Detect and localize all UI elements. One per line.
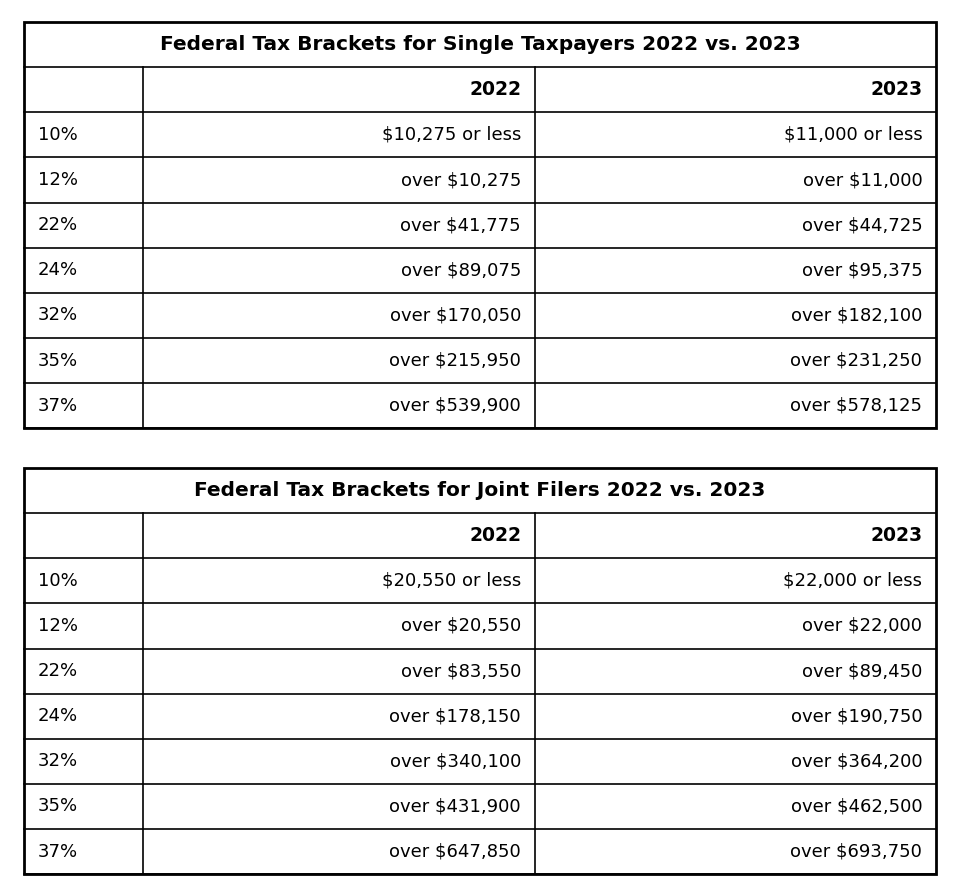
Text: $20,550 or less: $20,550 or less	[382, 572, 521, 590]
Text: $10,275 or less: $10,275 or less	[382, 126, 521, 144]
Text: over $41,775: over $41,775	[400, 216, 521, 234]
Text: 12%: 12%	[37, 617, 78, 635]
Text: 2023: 2023	[870, 526, 923, 545]
Text: over $22,000: over $22,000	[803, 617, 923, 635]
Text: over $647,850: over $647,850	[390, 842, 521, 861]
Text: over $20,550: over $20,550	[400, 617, 521, 635]
Text: 32%: 32%	[37, 306, 78, 324]
Text: over $190,750: over $190,750	[791, 707, 923, 725]
Text: over $431,900: over $431,900	[390, 797, 521, 816]
Text: over $95,375: over $95,375	[802, 261, 923, 279]
Text: over $364,200: over $364,200	[791, 752, 923, 770]
Text: 12%: 12%	[37, 171, 78, 189]
Text: 35%: 35%	[37, 351, 78, 370]
Text: Federal Tax Brackets for Single Taxpayers 2022 vs. 2023: Federal Tax Brackets for Single Taxpayer…	[159, 35, 801, 54]
Text: 2022: 2022	[469, 526, 521, 545]
Text: over $10,275: over $10,275	[400, 171, 521, 189]
Text: over $693,750: over $693,750	[790, 842, 923, 861]
Text: $11,000 or less: $11,000 or less	[783, 126, 923, 144]
Text: over $215,950: over $215,950	[389, 351, 521, 370]
Text: over $83,550: over $83,550	[400, 662, 521, 680]
Text: over $578,125: over $578,125	[790, 396, 923, 415]
Text: 37%: 37%	[37, 842, 78, 861]
Text: over $178,150: over $178,150	[390, 707, 521, 725]
Text: 32%: 32%	[37, 752, 78, 770]
Text: over $89,450: over $89,450	[802, 662, 923, 680]
Text: over $340,100: over $340,100	[390, 752, 521, 770]
Text: 10%: 10%	[37, 126, 78, 144]
Text: 24%: 24%	[37, 261, 78, 279]
Text: 22%: 22%	[37, 662, 78, 680]
Text: over $462,500: over $462,500	[791, 797, 923, 816]
Text: 2023: 2023	[870, 80, 923, 99]
Text: $22,000 or less: $22,000 or less	[783, 572, 923, 590]
Text: 10%: 10%	[37, 572, 78, 590]
Text: over $44,725: over $44,725	[802, 216, 923, 234]
Text: 35%: 35%	[37, 797, 78, 816]
Text: over $182,100: over $182,100	[791, 306, 923, 324]
Text: 22%: 22%	[37, 216, 78, 234]
Text: over $231,250: over $231,250	[790, 351, 923, 370]
Text: 37%: 37%	[37, 396, 78, 415]
Text: over $11,000: over $11,000	[803, 171, 923, 189]
Text: 2022: 2022	[469, 80, 521, 99]
Text: Federal Tax Brackets for Joint Filers 2022 vs. 2023: Federal Tax Brackets for Joint Filers 20…	[194, 481, 766, 500]
Text: 24%: 24%	[37, 707, 78, 725]
Text: over $89,075: over $89,075	[400, 261, 521, 279]
Text: over $170,050: over $170,050	[390, 306, 521, 324]
Text: over $539,900: over $539,900	[390, 396, 521, 415]
